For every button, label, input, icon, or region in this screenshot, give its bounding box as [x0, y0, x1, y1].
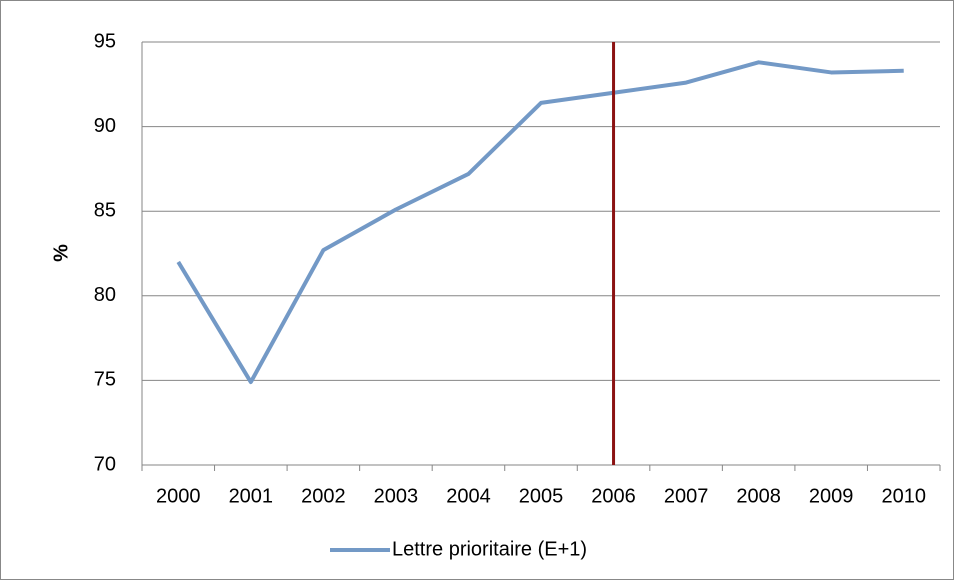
y-tick-label: 75 — [94, 369, 116, 391]
y-tick-label: 95 — [94, 30, 116, 52]
x-tick-label: 2006 — [591, 485, 636, 507]
x-tick-label: 2008 — [736, 485, 781, 507]
y-axis-label: % — [50, 244, 72, 262]
x-tick-label: 2007 — [664, 485, 709, 507]
x-tick-label: 2003 — [374, 485, 419, 507]
x-tick-label: 2005 — [519, 485, 564, 507]
x-tick-label: 2004 — [446, 485, 491, 507]
x-tick-label: 2010 — [881, 485, 926, 507]
x-tick-label: 2001 — [229, 485, 274, 507]
x-tick-label: 2002 — [301, 485, 346, 507]
series-line — [176, 60, 904, 385]
y-tick-label: 70 — [94, 453, 116, 475]
y-tick-label: 80 — [94, 284, 116, 306]
y-tick-label: 90 — [94, 115, 116, 137]
x-tick-label: 2000 — [156, 485, 201, 507]
legend-label: Lettre prioritaire (E+1) — [392, 538, 587, 560]
y-tick-label: 85 — [94, 199, 116, 221]
x-tick-label: 2009 — [809, 485, 854, 507]
